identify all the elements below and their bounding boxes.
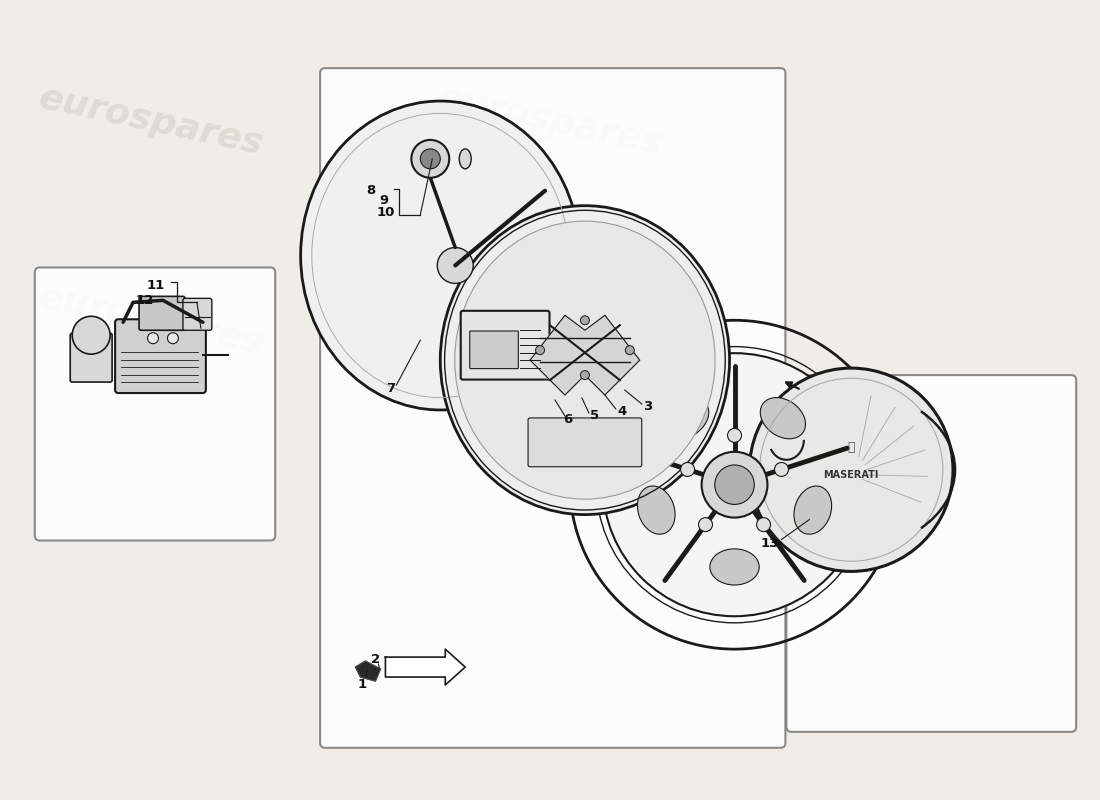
Polygon shape xyxy=(355,661,381,681)
Polygon shape xyxy=(385,649,465,685)
Polygon shape xyxy=(530,315,640,395)
Text: 6: 6 xyxy=(563,414,573,426)
Ellipse shape xyxy=(454,221,715,499)
Circle shape xyxy=(749,368,953,571)
Text: eurospares: eurospares xyxy=(434,260,666,341)
Circle shape xyxy=(147,333,158,344)
Text: 11: 11 xyxy=(147,279,165,292)
Text: 9: 9 xyxy=(379,194,389,207)
Text: 4: 4 xyxy=(617,406,626,418)
FancyBboxPatch shape xyxy=(786,375,1076,732)
FancyBboxPatch shape xyxy=(139,296,185,330)
Circle shape xyxy=(411,140,449,178)
Text: 2: 2 xyxy=(371,653,380,666)
Ellipse shape xyxy=(794,486,832,534)
Text: eurospares: eurospares xyxy=(434,81,666,162)
Circle shape xyxy=(536,346,544,354)
Text: eurospares: eurospares xyxy=(35,81,266,162)
FancyBboxPatch shape xyxy=(116,319,206,393)
Text: 13: 13 xyxy=(760,537,779,550)
Circle shape xyxy=(603,353,866,616)
Circle shape xyxy=(420,149,440,169)
FancyBboxPatch shape xyxy=(470,331,518,369)
Text: 8: 8 xyxy=(366,184,375,198)
Circle shape xyxy=(774,462,789,477)
Circle shape xyxy=(73,316,110,354)
Text: 10: 10 xyxy=(376,206,395,219)
FancyBboxPatch shape xyxy=(35,267,275,541)
Ellipse shape xyxy=(637,486,675,534)
Circle shape xyxy=(681,462,694,477)
Ellipse shape xyxy=(760,398,805,438)
Circle shape xyxy=(581,370,590,379)
Ellipse shape xyxy=(440,206,729,514)
Text: eurospares: eurospares xyxy=(35,280,266,361)
Text: MASERATI: MASERATI xyxy=(824,470,879,480)
Ellipse shape xyxy=(300,101,580,410)
Circle shape xyxy=(757,518,770,531)
FancyBboxPatch shape xyxy=(320,68,785,748)
Circle shape xyxy=(715,465,755,505)
Text: 3: 3 xyxy=(644,401,652,414)
Circle shape xyxy=(698,518,713,531)
Circle shape xyxy=(438,247,473,283)
Text: 5: 5 xyxy=(591,410,600,422)
Ellipse shape xyxy=(710,549,759,585)
FancyBboxPatch shape xyxy=(461,311,550,379)
Circle shape xyxy=(167,333,178,344)
Text: 12: 12 xyxy=(136,294,154,307)
Ellipse shape xyxy=(459,149,471,169)
Circle shape xyxy=(581,316,590,325)
Ellipse shape xyxy=(663,398,708,438)
Circle shape xyxy=(625,346,635,354)
Circle shape xyxy=(702,452,768,518)
Text: ⸻: ⸻ xyxy=(847,442,855,454)
Text: 7: 7 xyxy=(386,382,395,394)
FancyBboxPatch shape xyxy=(528,418,641,466)
Text: 1: 1 xyxy=(358,678,367,690)
Circle shape xyxy=(727,429,741,442)
FancyBboxPatch shape xyxy=(70,334,112,382)
FancyBboxPatch shape xyxy=(183,298,212,330)
